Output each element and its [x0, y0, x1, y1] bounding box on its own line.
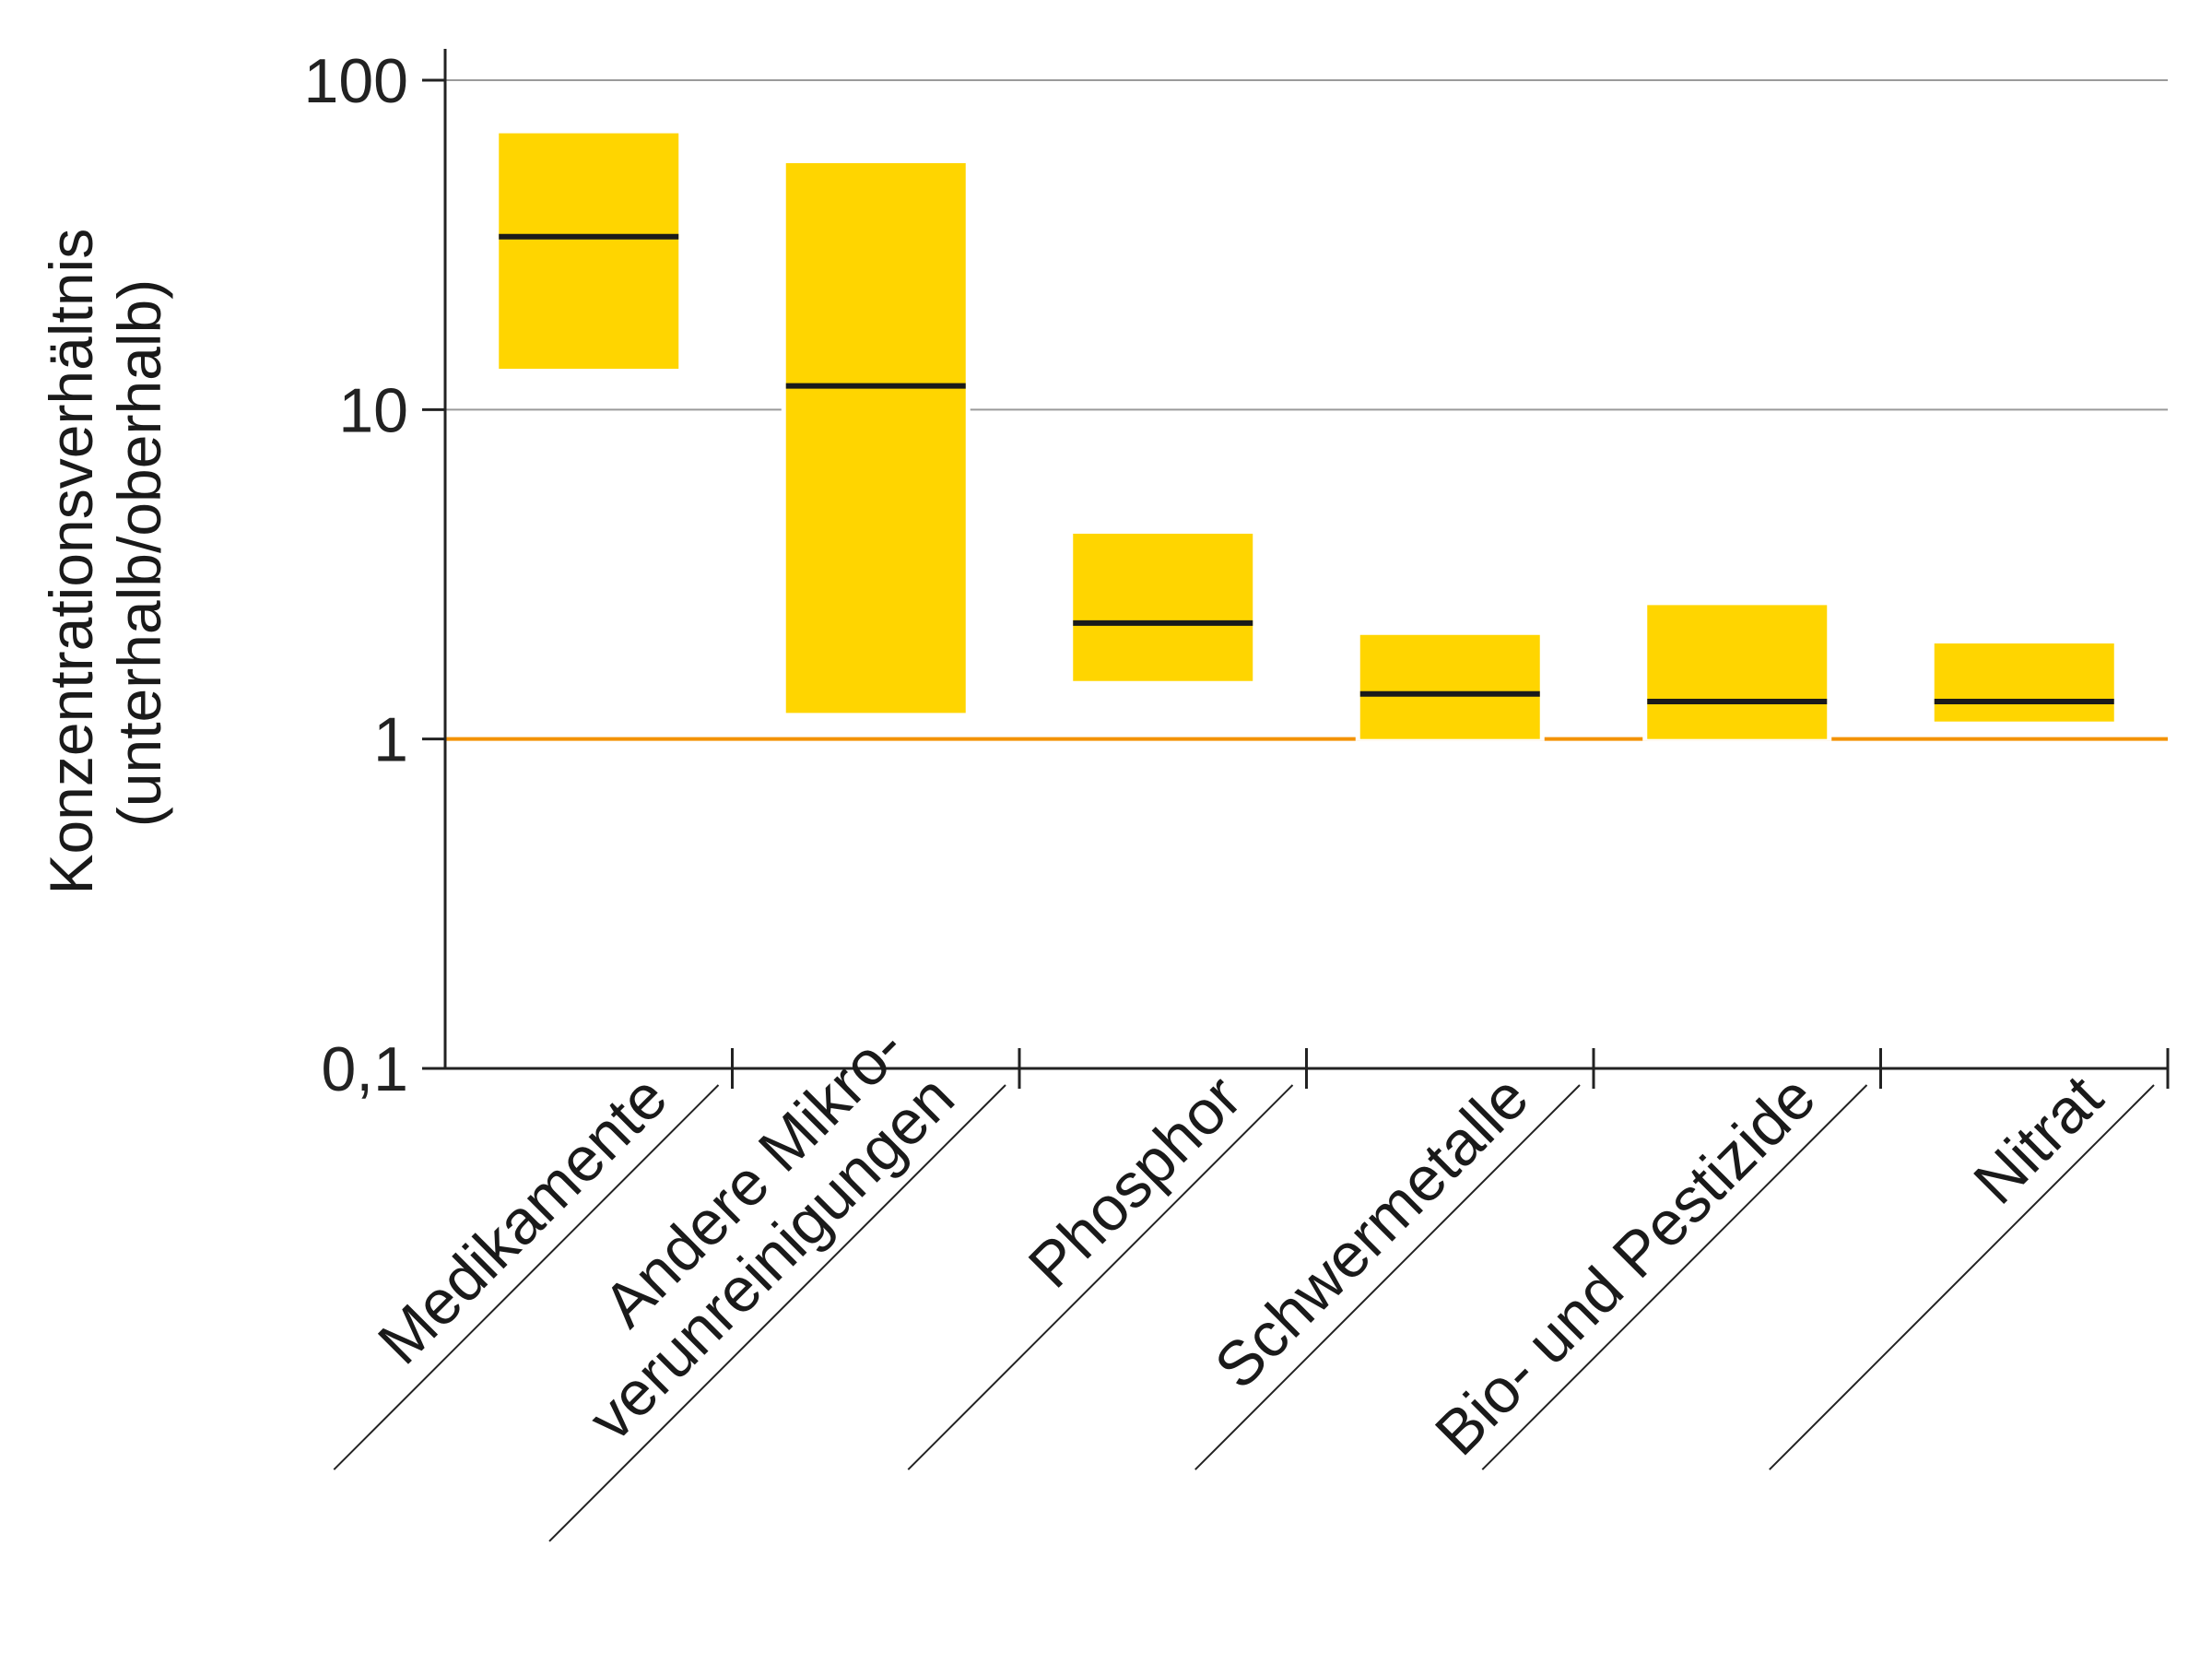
category-label-leader	[907, 1084, 1294, 1470]
gridlines	[445, 79, 2168, 411]
category-label: Phosphor	[1016, 1062, 1255, 1302]
y-tick-label: 10	[338, 375, 408, 445]
y-axis-label-line: Konzentrationsverhältnis	[37, 229, 105, 895]
range-box	[499, 133, 679, 370]
category-label: Nitrat	[1960, 1062, 2116, 1218]
y-axis-label: Konzentrationsverhältnis (unterhalb/ober…	[37, 211, 173, 894]
axes: 0,1 1 10 100	[304, 46, 2170, 1104]
y-axis-label-line: (unterhalb/oberhalb)	[105, 279, 173, 827]
category-label-leader	[333, 1084, 720, 1470]
y-tick-label: 100	[304, 46, 408, 116]
range-box	[785, 162, 966, 714]
category-label-leader	[1481, 1084, 1868, 1470]
category-label-leader	[1769, 1084, 2155, 1470]
boxes	[494, 133, 2119, 741]
y-tick-label: 1	[373, 705, 408, 775]
range-box	[1073, 533, 1253, 681]
range-box	[1359, 634, 1540, 739]
y-tick-label: 0,1	[321, 1034, 408, 1104]
range-box	[1934, 643, 2114, 722]
category-label-leader	[1194, 1084, 1581, 1470]
range-box	[1647, 605, 1828, 739]
category-label-leader	[548, 1084, 1006, 1542]
